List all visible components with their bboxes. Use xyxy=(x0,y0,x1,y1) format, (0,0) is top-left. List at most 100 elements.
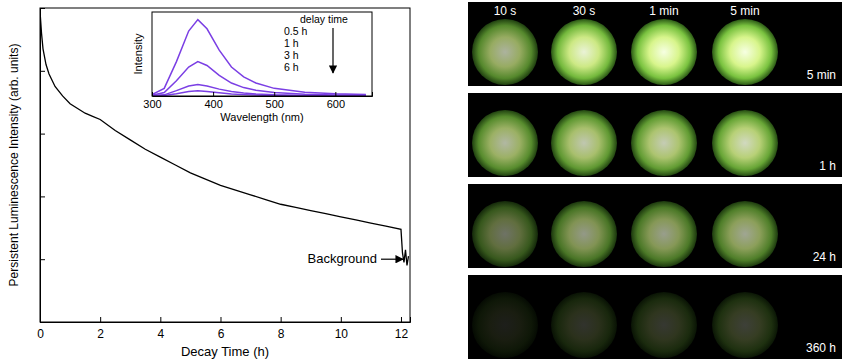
legend: delay time0.5 h1 h3 h6 h xyxy=(284,13,348,73)
tick-label: 300 xyxy=(143,98,161,110)
tick-label: 6 xyxy=(218,327,225,341)
tick-mark xyxy=(160,317,161,322)
glowing-disc xyxy=(712,292,778,358)
glowing-disc xyxy=(631,19,697,85)
tick-label: 4 xyxy=(157,327,164,341)
photo-row: 1 h xyxy=(468,93,842,177)
axis-x: 0 2 4 6 8 10 12 xyxy=(37,317,410,341)
tick-mark xyxy=(40,8,45,9)
annotation-arrow xyxy=(381,259,403,260)
tick: 6 xyxy=(218,317,225,341)
tick xyxy=(40,134,45,135)
tick xyxy=(40,8,45,9)
spectrum-line xyxy=(152,20,366,95)
inset-y-axis-title: Intensity xyxy=(132,33,144,74)
tick-mark xyxy=(40,259,45,260)
inset-x-axis-title: Wavelength (nm) xyxy=(220,111,303,123)
glowing-disc xyxy=(712,19,778,85)
tick: 12 xyxy=(395,317,409,341)
legend-arrow xyxy=(332,28,333,73)
tick-mark xyxy=(40,134,45,135)
plot-frame xyxy=(40,8,410,322)
glowing-disc xyxy=(551,19,617,85)
tick: 400 xyxy=(204,92,222,110)
tick-mark xyxy=(100,317,101,322)
legend-entry: 0.5 h xyxy=(284,25,308,37)
tick: 300 xyxy=(143,92,161,110)
tick: 500 xyxy=(266,92,284,110)
legend-title: delay time xyxy=(300,13,348,25)
legend-entry: 1 h xyxy=(284,37,299,49)
tick: 10 xyxy=(335,317,349,341)
photo-panel: 10 s30 s1 min5 min5 min1 h24 h360 h xyxy=(468,2,842,359)
tick-mark xyxy=(274,92,275,96)
glowing-disc xyxy=(631,201,697,267)
column-label: 1 min xyxy=(649,4,678,18)
tick xyxy=(40,196,45,197)
tick xyxy=(40,259,45,260)
column-label: 5 min xyxy=(730,4,759,18)
tick-label: 8 xyxy=(278,327,285,341)
spectrum-line xyxy=(152,91,366,96)
tick-label: 600 xyxy=(327,98,345,110)
photo-background xyxy=(468,184,842,268)
tick-mark xyxy=(213,92,214,96)
tick-label: 400 xyxy=(204,98,222,110)
annotation: Background xyxy=(308,251,403,266)
tick: 8 xyxy=(278,317,285,341)
tick xyxy=(40,322,45,323)
tick-mark xyxy=(40,322,45,323)
tick-mark xyxy=(281,317,282,322)
legend-entry: 6 h xyxy=(284,61,299,73)
axis-line xyxy=(41,317,411,323)
tick xyxy=(40,71,45,72)
tick-mark xyxy=(40,71,45,72)
glowing-disc xyxy=(712,110,778,176)
axis-y xyxy=(40,9,45,323)
y-axis-title: Persistent Luminescence Intensity (arb. … xyxy=(7,44,21,287)
inset-chart: 300 400 500 600 Wavelength (nm) Intensity dela… xyxy=(126,10,378,125)
spectrum-line xyxy=(152,85,366,96)
photo-row: 360 h xyxy=(468,275,842,359)
legend-entry: 3 h xyxy=(284,49,299,61)
axis-line xyxy=(153,92,373,97)
photo-row: 10 s30 s1 min5 min5 min xyxy=(468,2,842,86)
spectrum-line xyxy=(152,62,366,96)
glowing-disc xyxy=(472,292,538,358)
photo-background xyxy=(468,2,842,86)
glowing-disc xyxy=(551,201,617,267)
glowing-disc xyxy=(551,292,617,358)
glowing-disc xyxy=(551,110,617,176)
glowing-disc xyxy=(472,110,538,176)
tick-mark xyxy=(335,92,336,96)
glowing-disc xyxy=(472,19,538,85)
tick-label: 12 xyxy=(395,327,409,341)
tick: 2 xyxy=(97,317,104,341)
column-label: 10 s xyxy=(494,4,517,18)
tick-label: 10 xyxy=(335,327,349,341)
tick-mark xyxy=(152,92,153,96)
inset-plot-area xyxy=(152,20,366,96)
row-label: 360 h xyxy=(806,341,836,355)
axis-x: 300 400 500 600 xyxy=(143,92,372,110)
inset-frame xyxy=(152,12,372,96)
photo-row: 24 h xyxy=(468,184,842,268)
axis-line xyxy=(41,9,46,323)
tick: 600 xyxy=(327,92,345,110)
tick: 4 xyxy=(157,317,164,341)
figure: 0 2 4 6 8 10 12 Decay Time (h) Persistent Lumine… xyxy=(0,0,844,364)
glowing-disc xyxy=(631,292,697,358)
annotation-text: Background xyxy=(308,251,377,266)
row-label: 24 h xyxy=(813,250,836,264)
x-axis-title: Decay Time (h) xyxy=(181,344,269,359)
tick-mark xyxy=(401,317,402,322)
glowing-disc xyxy=(472,201,538,267)
tick-label: 0 xyxy=(37,327,44,341)
inset-background xyxy=(126,10,378,125)
tick-mark xyxy=(341,317,342,322)
main-chart: 0 2 4 6 8 10 12 Decay Time (h) Persistent Lumine… xyxy=(7,8,411,359)
tick-label: 2 xyxy=(97,327,104,341)
row-label: 1 h xyxy=(819,159,836,173)
glowing-disc xyxy=(712,201,778,267)
photo-background xyxy=(468,275,842,359)
